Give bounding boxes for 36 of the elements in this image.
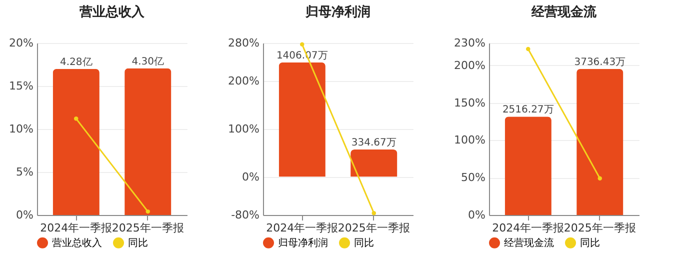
y-tick-label: 5% [16,166,34,178]
y-tick-label: 50% [461,171,486,184]
legend-label: 同比 [580,236,600,249]
legend-label: 同比 [128,236,148,249]
x-tick-label: 2025年一季报 [112,222,184,234]
y-tick-label: 200% [454,58,486,72]
y-tick-label: 230% [454,36,486,50]
y-tick-label: 20% [9,36,34,50]
chart-title: 经营现金流 [530,4,598,20]
chart-title: 营业总收入 [78,4,146,20]
x-tick-label: 2025年一季报 [338,222,410,234]
legend-label: 营业总收入 [52,236,102,249]
x-tick-label: 2024年一季报 [492,222,564,234]
y-tick-label: -80% [231,208,260,222]
y-tick-label: 150% [454,96,486,110]
y-tick-label: 200% [228,74,260,88]
y-tick-label: 100% [228,122,260,136]
data-label: 3736.43万 [574,56,626,68]
data-label: 334.67万 [351,138,396,149]
y-tick-label: 0% [468,208,486,222]
chart-title: 归母净利润 [304,4,370,20]
x-tick-label: 2025年一季报 [564,222,636,234]
data-label: 2516.27万 [502,104,554,116]
y-tick-label: 15% [9,80,34,92]
legend-label: 经营现金流 [504,236,554,249]
data-label: 4.28亿 [60,56,92,68]
y-tick-label: 0% [16,208,34,222]
y-tick-label: 280% [228,36,260,50]
y-tick-label: 0% [242,170,260,184]
x-tick-label: 2024年一季报 [266,222,338,234]
data-label: 4.30亿 [132,56,164,68]
legend-label: 归母净利润 [278,236,328,249]
y-tick-label: 100% [454,134,486,147]
legend-label: 同比 [354,236,374,249]
x-tick-label: 2024年一季报 [40,222,112,234]
y-tick-label: 10% [9,122,34,136]
